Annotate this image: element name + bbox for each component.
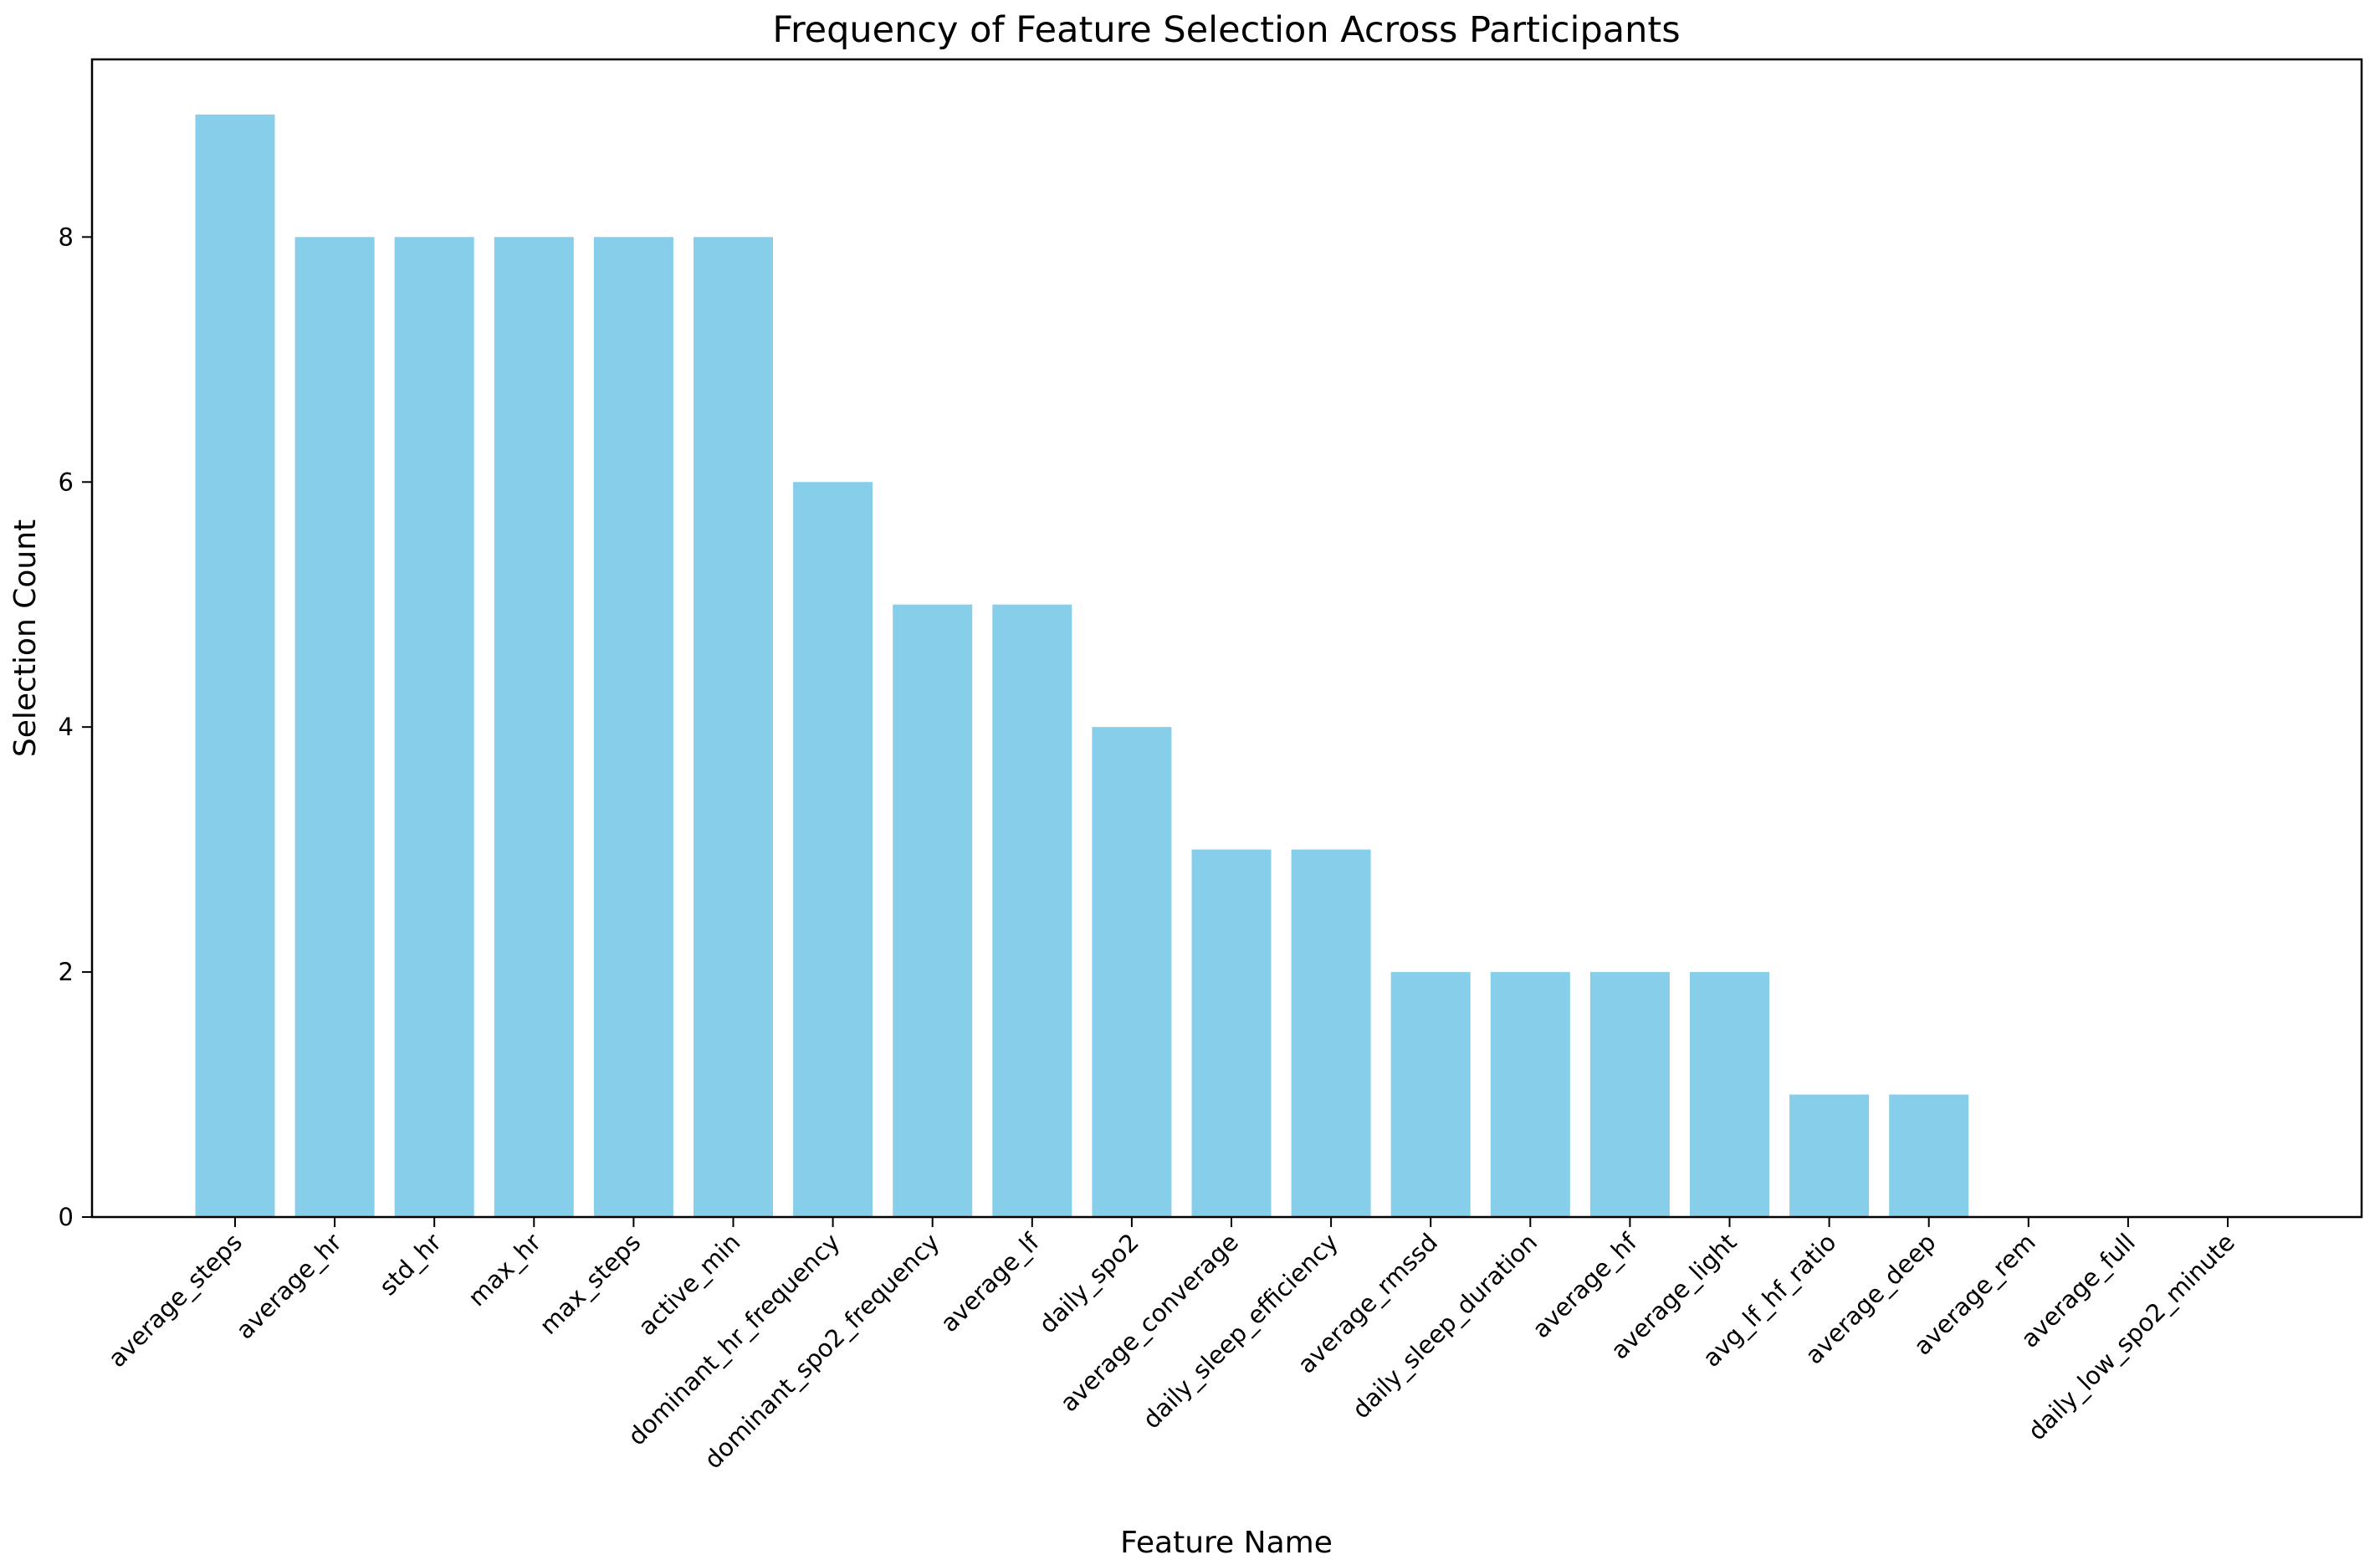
bar-average_lf xyxy=(992,604,1072,1217)
plot-frame xyxy=(90,58,2363,1219)
y-tick-label: 0 xyxy=(59,1203,74,1231)
x-tick-label: daily_spo2 xyxy=(1033,1228,1144,1339)
bar-active_min xyxy=(694,237,773,1217)
bar-std_hr xyxy=(394,237,474,1217)
x-tick-label: average_hr xyxy=(230,1228,347,1345)
x-tick-label: average_steps xyxy=(103,1228,248,1373)
chart-title: Frequency of Feature Selection Across Pa… xyxy=(772,9,1680,51)
y-tick-label: 2 xyxy=(59,958,74,986)
y-tick-label: 4 xyxy=(59,713,74,741)
bar-max_hr xyxy=(494,237,574,1217)
y-axis-title: Selection Count xyxy=(8,519,43,757)
y-tick-label: 6 xyxy=(59,468,74,496)
x-tick-label: dominant_hr_frequency xyxy=(622,1228,846,1451)
y-axis: 0 2 4 6 8 xyxy=(59,222,92,1231)
bar-max_steps xyxy=(593,237,673,1217)
bar-average_hf xyxy=(1589,972,1670,1217)
bar-avg_lf_hf_ratio xyxy=(1789,1094,1870,1217)
y-tick-label: 8 xyxy=(59,222,74,251)
x-tick-label: daily_sleep_duration xyxy=(1347,1228,1543,1424)
bar-daily_sleep_duration xyxy=(1490,972,1570,1217)
bar-dominant_hr_frequency xyxy=(793,482,873,1217)
bar-daily_sleep_efficiency xyxy=(1291,849,1371,1217)
x-tick-label: daily_low_spo2_minute xyxy=(2022,1228,2240,1446)
x-tick-label: max_hr xyxy=(463,1228,546,1312)
bar-average_rmssd xyxy=(1390,972,1471,1217)
bar-dominant_spo2_frequency xyxy=(893,604,973,1217)
bar-average_converage xyxy=(1191,849,1272,1217)
x-tick-label: average_lf xyxy=(935,1227,1046,1337)
bar-average_light xyxy=(1690,972,1769,1217)
x-tick-label: average_converage xyxy=(1055,1228,1244,1417)
bars-group xyxy=(195,114,1969,1217)
x-tick-label: max_steps xyxy=(534,1228,646,1340)
x-axis-title: Feature Name xyxy=(1120,1526,1333,1560)
bar-average_hr xyxy=(294,237,375,1217)
x-tick-label: daily_sleep_efficiency xyxy=(1137,1228,1344,1435)
x-tick-label: std_hr xyxy=(374,1228,448,1302)
bar-average_deep xyxy=(1889,1094,1969,1217)
bar-daily_spo2 xyxy=(1092,727,1172,1217)
bar-average_steps xyxy=(195,114,275,1217)
